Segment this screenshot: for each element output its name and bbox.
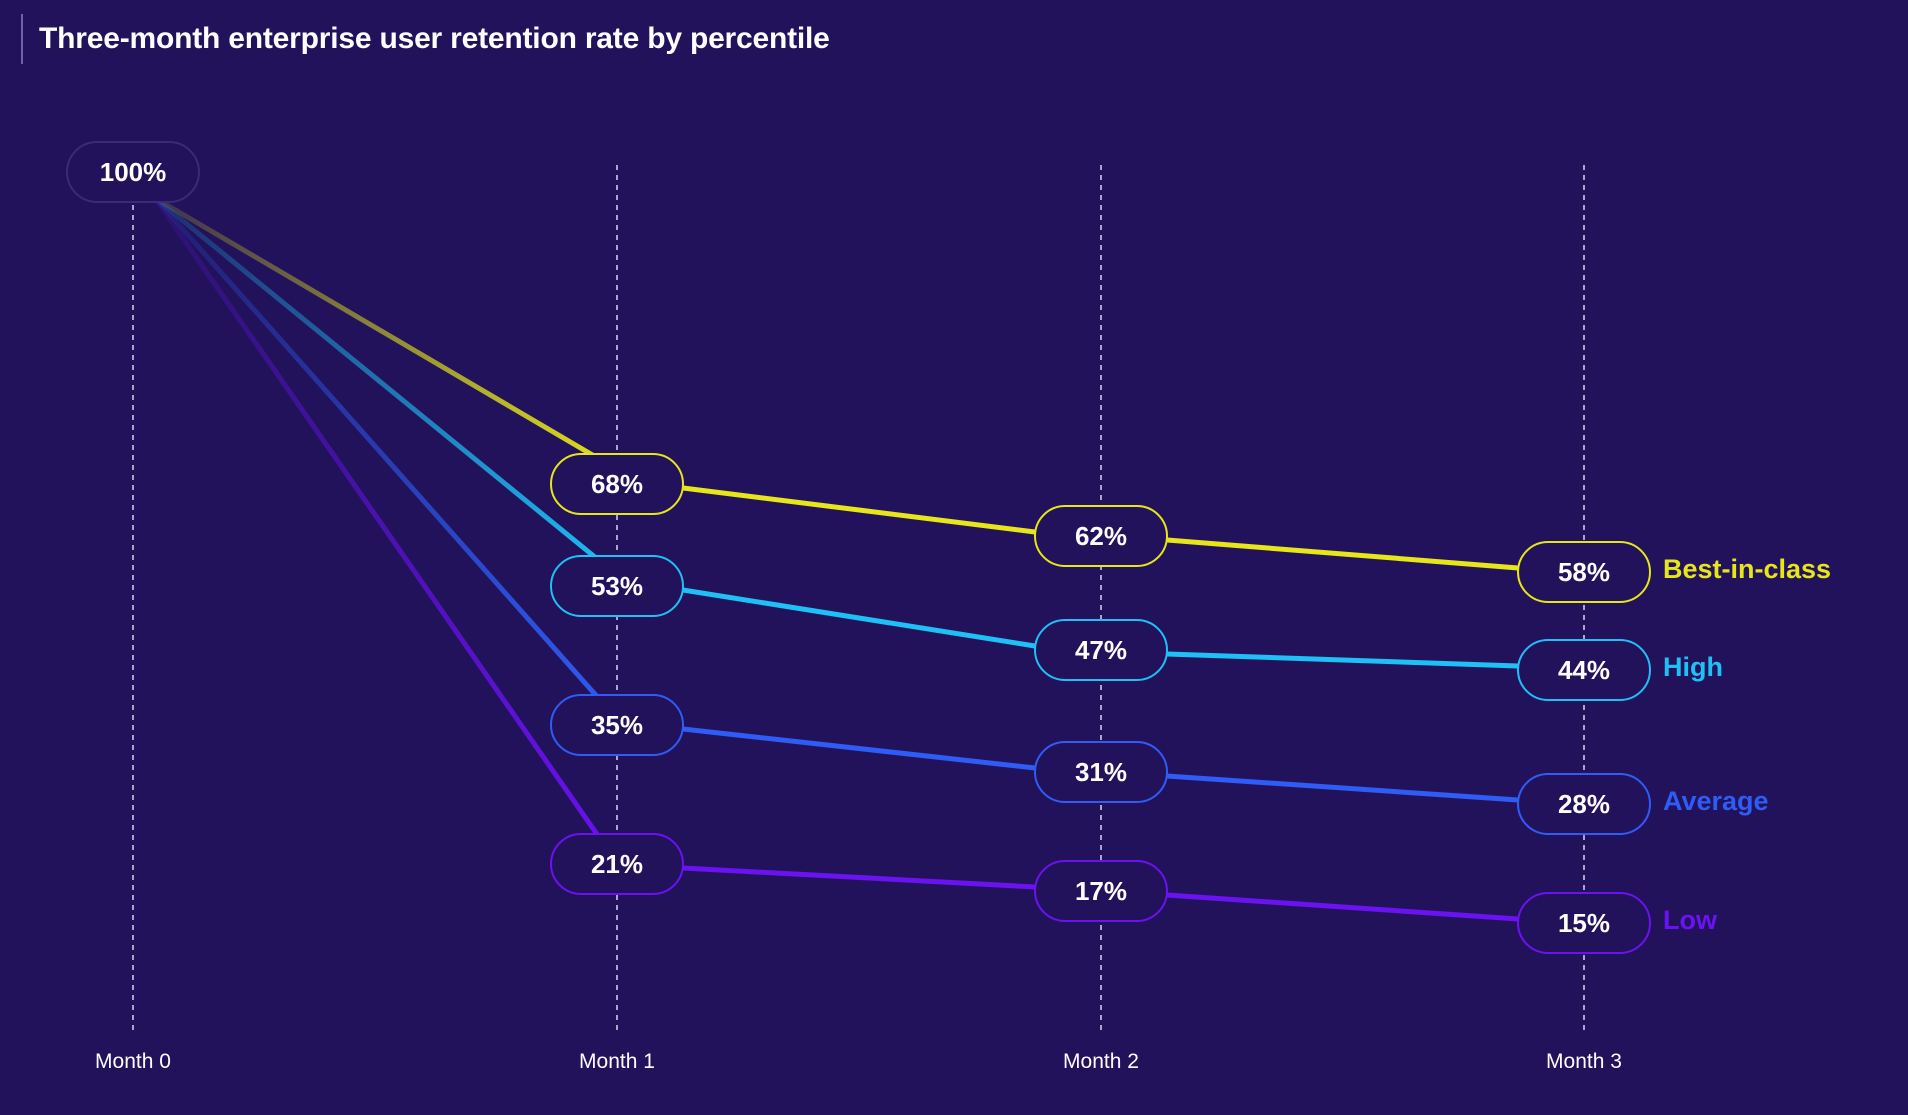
series-line-low-segment-1 [680,865,1038,890]
data-label: 62% [1075,521,1127,551]
data-point-high-month-2: 47% [1034,619,1168,681]
chart-title-bar: Three-month enterprise user retention ra… [21,14,830,64]
data-label: 15% [1558,908,1610,938]
series-line-high-segment-1 [680,587,1038,649]
data-label: 58% [1558,557,1610,587]
series-label-low: Low [1663,905,1718,935]
data-point-average-month-2: 31% [1034,741,1168,803]
series-line-average-segment-2 [1164,773,1521,803]
data-label: 35% [591,710,643,740]
series-label-high: High [1663,652,1723,682]
data-point-low-month-2: 17% [1034,860,1168,922]
data-point-high-month-1: 53% [550,555,684,617]
x-tick-label: Month 1 [579,1050,655,1073]
data-point-best-in-class-month-3: 58% [1517,541,1651,603]
series-line-best-in-class-segment-0 [152,195,604,463]
data-label: 47% [1075,635,1127,665]
data-label: 28% [1558,789,1610,819]
x-tick-label: Month 3 [1546,1050,1622,1073]
data-point-average-month-1: 35% [550,694,684,756]
series-line-high-segment-2 [1164,651,1521,669]
data-label: 17% [1075,876,1127,906]
chart-title: Three-month enterprise user retention ra… [39,22,830,55]
series-label-average: Average [1663,786,1769,816]
data-point-low-month-3: 15% [1517,892,1651,954]
data-point-low-month-1: 21% [550,833,684,895]
data-point-best-in-class-month-1: 68% [550,453,684,515]
data-point-best-in-class-month-2: 62% [1034,505,1168,567]
data-label: 68% [591,469,643,499]
data-label: 31% [1075,757,1127,787]
series-line-high-segment-0 [152,195,604,565]
series-line-low-segment-0 [152,195,604,843]
data-label: 53% [591,571,643,601]
x-tick-label: Month 2 [1063,1050,1139,1073]
data-label: 44% [1558,655,1610,685]
data-point-average-month-3: 28% [1517,773,1651,835]
data-label: 100% [100,157,167,187]
series-line-average-segment-0 [152,195,604,704]
x-tick-label: Month 0 [95,1050,171,1073]
series-line-average-segment-1 [680,726,1038,771]
series-lines [152,195,1521,922]
series-label-best-in-class: Best-in-class [1663,554,1831,584]
series-line-best-in-class-segment-1 [680,485,1038,535]
data-point-high-month-3: 44% [1517,639,1651,701]
data-label-month-0: 100% [66,141,200,203]
series-line-low-segment-2 [1164,892,1521,922]
series-line-best-in-class-segment-2 [1164,537,1521,571]
data-label: 21% [591,849,643,879]
